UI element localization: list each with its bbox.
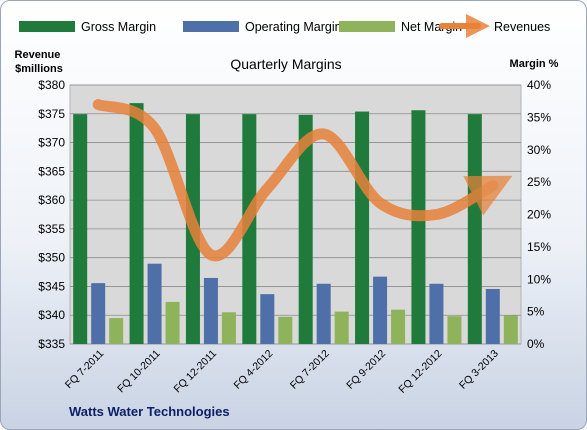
bar-operating-margin — [485, 288, 500, 344]
left-tick-label: $370 — [38, 136, 65, 150]
category-tick-label: FQ 10-2011 — [115, 348, 163, 396]
left-tick-label: $365 — [38, 164, 65, 178]
bar-operating-margin — [260, 294, 275, 344]
left-tick-label: $335 — [38, 337, 65, 351]
bar-operating-margin — [429, 283, 444, 344]
right-tick-label: 15% — [527, 240, 551, 254]
bar-net-margin — [503, 315, 518, 344]
bar-gross-margin — [129, 103, 144, 344]
legend-label: Operating Margin — [245, 20, 342, 34]
right-tick-label: 10% — [527, 272, 551, 286]
right-axis-title: Margin % — [510, 58, 559, 70]
right-tick-label: 40% — [527, 78, 551, 92]
revenue-series — [92, 99, 513, 262]
right-tick-label: 35% — [527, 110, 551, 124]
category-tick-label: FQ 3-2013 — [457, 348, 501, 392]
legend-label: Gross Margin — [81, 20, 156, 34]
category-tick-label: FQ 12-2012 — [396, 348, 444, 396]
chart-title: Quarterly Margins — [230, 56, 341, 72]
bar-operating-margin — [203, 277, 218, 344]
left-axis-title: Revenue $millions — [15, 49, 64, 75]
category-tick-label: FQ 9-2012 — [344, 348, 388, 392]
category-tick-label: FQ 4-2012 — [231, 348, 275, 392]
right-tick-label: 0% — [527, 337, 545, 351]
category-tick-label: FQ 7-2011 — [63, 348, 107, 392]
bar-gross-margin — [298, 114, 313, 344]
legend-swatch-net-margin — [339, 21, 395, 32]
right-tick-label: 30% — [527, 143, 551, 157]
bar-net-margin — [278, 316, 293, 344]
legend-swatch-gross-margin — [19, 21, 75, 32]
legend-label: Revenues — [494, 20, 550, 34]
left-tick-label: $350 — [38, 251, 65, 265]
left-tick-label: $380 — [38, 78, 65, 92]
left-tick-label: $375 — [38, 107, 65, 121]
legend: Gross Margin Operating Margin Net Margin Re… — [19, 14, 550, 38]
bar-net-margin — [334, 311, 349, 344]
right-tick-label: 20% — [527, 208, 551, 222]
category-tick-label: FQ 12-2011 — [171, 348, 219, 396]
category-tick-label: FQ 7-2012 — [288, 348, 332, 392]
right-tick-label: 25% — [527, 175, 551, 189]
left-tick-label: $340 — [38, 308, 65, 322]
bar-gross-margin — [467, 114, 482, 344]
footer-company: Watts Water Technologies — [69, 404, 230, 419]
bar-net-margin — [391, 309, 406, 344]
bar-net-margin — [165, 301, 180, 344]
bar-net-margin — [221, 312, 236, 344]
bar-gross-margin — [73, 114, 88, 344]
left-tick-label: $355 — [38, 222, 65, 236]
left-axis-title-line-1: Revenue — [15, 49, 61, 61]
left-tick-label: $345 — [38, 279, 65, 293]
bar-operating-margin — [147, 263, 162, 344]
left-tick-label: $360 — [38, 193, 65, 207]
bar-operating-margin — [373, 276, 388, 344]
bar-gross-margin — [411, 110, 426, 344]
bar-gross-margin — [355, 111, 370, 344]
bar-net-margin — [447, 316, 462, 344]
left-axis-title-line-2: $millions — [15, 63, 63, 75]
bar-net-margin — [109, 318, 124, 344]
right-tick-label: 5% — [527, 305, 545, 319]
legend-swatch-operating-margin — [183, 21, 239, 32]
revenue-line — [92, 99, 513, 262]
bar-gross-margin — [242, 114, 257, 344]
bar-operating-margin — [316, 283, 331, 344]
bar-operating-margin — [91, 283, 106, 344]
